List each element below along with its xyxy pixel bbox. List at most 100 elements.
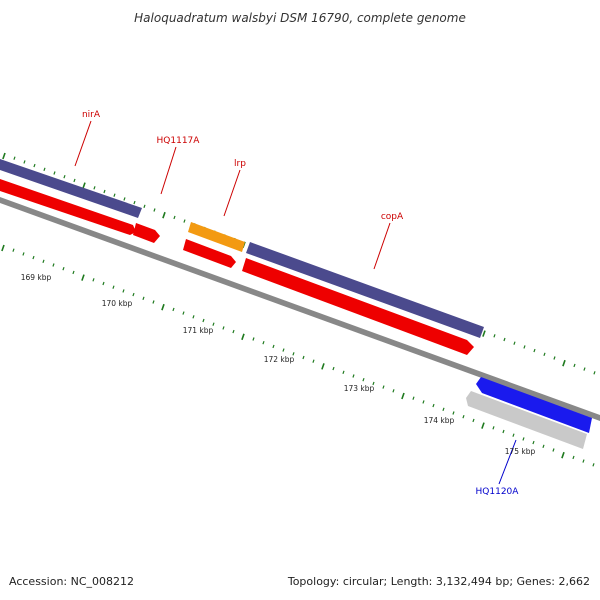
inner-tick xyxy=(432,403,435,408)
inner-tick xyxy=(492,426,495,430)
scale-label-171kbp: 171 kbp xyxy=(183,326,214,335)
inner-tick xyxy=(481,422,485,429)
inner-tick xyxy=(422,400,425,404)
gene-label-copA: copA xyxy=(381,212,404,222)
inner-tick xyxy=(412,396,415,400)
gene-feature-HQ1120A xyxy=(476,377,592,433)
inner-tick xyxy=(42,259,45,263)
genome-backbone xyxy=(0,197,600,421)
scale-label-173kbp: 173 kbp xyxy=(344,384,375,393)
inner-tick xyxy=(252,337,255,341)
label-line-nirA xyxy=(74,120,92,167)
outer-tick xyxy=(153,208,156,212)
inner-tick xyxy=(161,303,165,311)
inner-tick xyxy=(362,378,365,382)
inner-tick xyxy=(272,344,275,349)
outer-tick xyxy=(143,204,146,208)
outer-tick xyxy=(573,363,576,368)
inner-tick xyxy=(262,341,265,345)
inner-tick xyxy=(572,455,575,460)
gene-feature-lrp xyxy=(188,222,245,252)
gene-label-HQ1117A: HQ1117A xyxy=(157,136,201,146)
scale-label-174kbp: 174 kbp xyxy=(424,416,455,425)
inner-tick xyxy=(132,292,135,297)
inner-tick xyxy=(292,352,295,356)
inner-tick xyxy=(321,363,325,370)
inner-tick xyxy=(502,429,505,434)
cds-feature-lrp xyxy=(183,239,236,268)
inner-tick xyxy=(222,326,225,330)
inner-tick xyxy=(442,407,445,411)
outer-tick xyxy=(33,163,36,168)
gene-feature-nirA xyxy=(0,159,142,218)
outer-tick xyxy=(533,348,536,353)
outer-tick xyxy=(593,371,596,375)
inner-tick xyxy=(81,274,85,281)
inner-tick xyxy=(212,322,215,326)
inner-tick xyxy=(372,381,375,386)
inner-tick xyxy=(382,385,385,389)
outer-tick xyxy=(543,352,546,356)
outer-tick xyxy=(583,367,586,371)
inner-tick xyxy=(62,267,65,271)
genome-summary-text: Topology: circular; Length: 3,132,494 bp… xyxy=(287,575,590,588)
inner-tick xyxy=(112,285,115,289)
outer-tick xyxy=(123,197,126,201)
label-line-lrp xyxy=(223,169,241,217)
inner-tick xyxy=(342,370,345,374)
gene-label-nirA: nirA xyxy=(82,110,101,120)
outer-tick xyxy=(113,193,116,197)
gene-label-lrp: lrp xyxy=(234,159,246,169)
outer-tick xyxy=(162,211,166,219)
inner-tick xyxy=(152,300,155,304)
inner-tick xyxy=(172,307,175,312)
outer-tick xyxy=(2,152,6,160)
inner-tick xyxy=(472,418,475,423)
inner-tick xyxy=(12,248,15,252)
outer-tick xyxy=(13,156,16,160)
inner-tick xyxy=(282,348,285,352)
outer-tick xyxy=(562,359,566,367)
scale-label-172kbp: 172 kbp xyxy=(264,355,295,364)
inner-tick xyxy=(542,444,545,448)
inner-tick xyxy=(552,448,555,452)
outer-tick xyxy=(63,175,66,179)
outer-tick xyxy=(53,171,56,175)
inner-tick xyxy=(142,296,145,300)
inner-tick xyxy=(32,255,35,260)
inner-tick xyxy=(452,411,455,415)
outer-tick xyxy=(73,178,76,183)
outer-tick xyxy=(103,189,106,194)
outer-tick xyxy=(523,345,526,349)
cds-feature-nirA xyxy=(0,179,136,235)
inner-tick xyxy=(512,433,515,437)
outer-tick xyxy=(173,215,176,220)
inner-tick xyxy=(561,451,565,459)
outer-tick xyxy=(513,341,516,345)
inner-tick-marks xyxy=(1,244,595,467)
inner-tick xyxy=(1,244,5,252)
inner-tick xyxy=(232,329,235,334)
inner-tick xyxy=(202,318,205,323)
inner-tick xyxy=(302,355,305,360)
label-line-HQ1120A xyxy=(498,439,517,485)
cds-feature-copA xyxy=(242,258,474,355)
inner-tick xyxy=(122,289,125,293)
scale-label-175kbp: 175 kbp xyxy=(505,447,536,456)
map-title: Haloquadratum walsbyi DSM 16790, complet… xyxy=(134,11,466,25)
cds-feature-HQ1120A xyxy=(466,391,587,449)
label-line-copA xyxy=(373,222,391,270)
inner-tick xyxy=(462,415,465,419)
inner-tick xyxy=(22,252,25,256)
outer-tick xyxy=(82,182,86,189)
inner-tick xyxy=(182,311,185,315)
inner-tick xyxy=(401,392,405,400)
outer-tick xyxy=(43,167,46,171)
outer-tick xyxy=(503,337,506,342)
inner-tick xyxy=(582,459,585,463)
scale-label-169kbp: 169 kbp xyxy=(21,273,52,282)
outer-tick xyxy=(93,186,96,190)
gene-label-HQ1120A: HQ1120A xyxy=(476,487,520,497)
gene-feature-copA xyxy=(246,242,484,338)
